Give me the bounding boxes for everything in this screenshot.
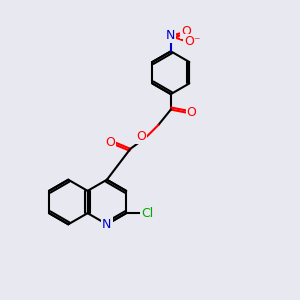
Text: O: O [105, 136, 115, 149]
Text: Cl: Cl [142, 207, 154, 220]
Text: O⁻: O⁻ [184, 35, 200, 48]
Text: O: O [181, 25, 191, 38]
Text: N: N [166, 29, 176, 42]
Text: O: O [187, 106, 196, 119]
Text: N: N [102, 218, 112, 231]
Text: O: O [136, 130, 146, 142]
